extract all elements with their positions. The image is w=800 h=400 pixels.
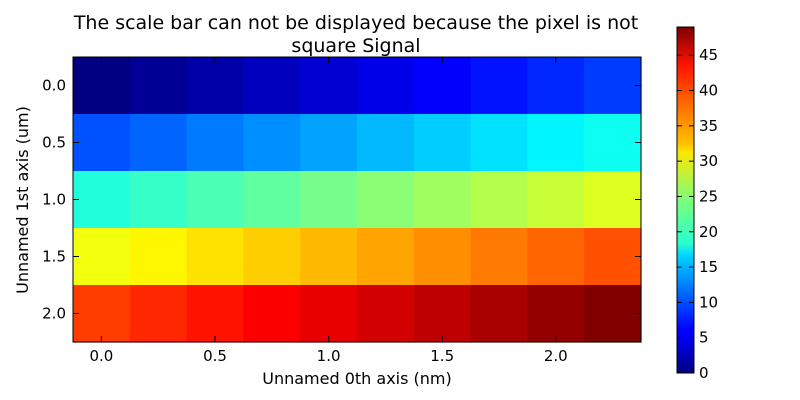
heatmap-cell [300,171,358,229]
colorbar-tick-label: 20 [699,223,718,241]
heatmap-cell [584,285,642,343]
heatmap-cell [73,171,131,229]
heatmap-cell [527,285,585,343]
heatmap-cell [243,57,301,115]
heatmap-cell [186,57,244,115]
colorbar-tick-label: 35 [699,117,718,135]
heatmap-cell [527,114,585,172]
heatmap-cell [300,57,358,115]
heatmap-cell [300,114,358,172]
heatmap-cell [129,114,188,172]
heatmap-cell [413,228,472,286]
heatmap-cell [243,114,301,172]
heatmap-cell [413,57,472,115]
heatmap-cell [470,114,528,172]
heatmap-cell [357,285,415,343]
heatmap-cell [357,228,415,286]
heatmap-cell [243,228,301,286]
heatmap-cell [186,114,244,172]
colorbar-tick-label: 45 [699,46,718,64]
heatmap-cell [413,114,472,172]
heatmap-cell [470,228,528,286]
colorbar-tick-label: 25 [699,187,718,205]
x-tick-label: 1.0 [317,347,341,365]
y-axis-label: Unnamed 1st axis (um) [13,106,32,294]
heatmap-cell [186,285,244,343]
colorbar-tick-label: 10 [699,293,718,311]
heatmap-cell [527,57,585,115]
colorbar-tick-label: 5 [699,329,709,347]
heatmap-cell [186,228,244,286]
colorbar-ticks: 0 5 10 15 20 25 30 35 40 45 [677,46,718,382]
heatmap-cell [300,285,358,343]
y-tick-label: 1.5 [42,248,66,266]
heatmap-cell [357,114,415,172]
heatmap-cell [527,228,585,286]
heatmap-cell [357,57,415,115]
y-tick-label: 1.0 [42,191,66,209]
x-tick-label: 0.5 [203,347,227,365]
heatmap-cells [73,57,642,343]
heatmap-cell [584,171,642,229]
x-tick-label: 1.5 [430,347,454,365]
colorbar [676,26,695,374]
heatmap-cell [186,171,244,229]
y-axis-ticks: 0.0 0.5 1.0 1.5 2.0 [42,77,641,323]
x-axis-ticks: 0.0 0.5 1.0 1.5 2.0 [89,57,568,365]
heatmap-cell [470,57,528,115]
heatmap-cell [129,57,188,115]
heatmap-cell [73,285,131,343]
colorbar-tick-label: 30 [699,152,718,170]
heatmap-cell [243,171,301,229]
heatmap-cell [243,285,301,343]
colorbar-tick-label: 15 [699,258,718,276]
x-axis-label: Unnamed 0th axis (nm) [262,369,452,388]
heatmap-cell [129,228,188,286]
heatmap-cell [357,171,415,229]
heatmap-cell [527,171,585,229]
y-tick-label: 2.0 [42,305,66,323]
y-tick-label: 0.5 [42,134,66,152]
colorbar-tick-label: 0 [699,364,709,382]
heatmap-cell [73,114,131,172]
heatmap-cell [129,171,188,229]
colorbar-tick-label: 40 [699,82,718,100]
chart-title-line-1: The scale bar can not be displayed becau… [73,12,638,34]
chart-title-line-2: square Signal [291,35,420,57]
x-tick-label: 2.0 [544,347,568,365]
heatmap-cell [413,285,472,343]
x-tick-label: 0.0 [89,347,113,365]
heatmap-cell [300,228,358,286]
heatmap-cell [73,228,131,286]
heatmap-cell [470,171,528,229]
heatmap-cell [73,57,131,115]
heatmap-cell [584,228,642,286]
heatmap-cell [129,285,188,343]
heatmap-cell [413,171,472,229]
heatmap-cell [584,57,642,115]
y-tick-label: 0.0 [42,77,66,95]
heatmap-cell [584,114,642,172]
heatmap-cell [470,285,528,343]
